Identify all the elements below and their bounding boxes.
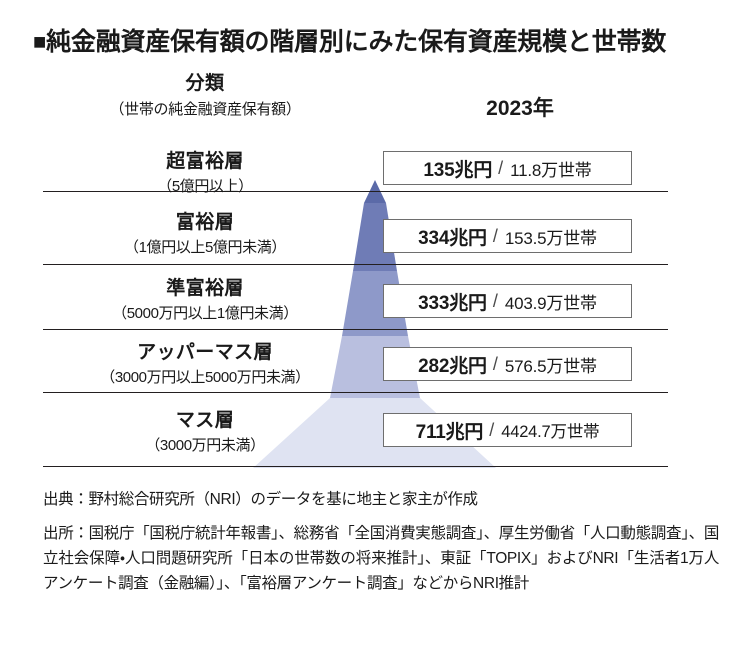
value-separator: / — [492, 353, 498, 374]
tier-name: 富裕層 — [175, 212, 235, 233]
tier-households: 153.5万世帯 — [504, 228, 597, 248]
tier-label-upper-mass: アッパーマス層 （3000万円以上5000万円未満） — [30, 337, 380, 387]
tier-label-mass: マス層 （3000万円未満） — [30, 405, 380, 455]
category-header-sublabel: （世帯の純金融資産保有額） — [109, 101, 301, 118]
tier-households: 576.5万世帯 — [504, 356, 597, 376]
tier-label-wealthy: 富裕層 （1億円以上5億円未満） — [30, 207, 380, 257]
tier-assets: 333兆円 — [418, 292, 487, 314]
value-separator: / — [492, 290, 498, 311]
category-column-header: 分類 （世帯の純金融資産保有額） — [40, 68, 370, 119]
tier-range: （5億円以上） — [157, 178, 253, 195]
footnote-source: 出典：野村総合研究所（NRI）のデータを基に地主と家主が作成 — [43, 491, 478, 508]
tier-range: （1億円以上5億円未満） — [124, 239, 286, 256]
value-separator: / — [492, 225, 498, 246]
divider-line-5 — [43, 466, 668, 467]
category-header-label: 分類 — [185, 73, 225, 94]
page-title: ■純金融資産保有額の階層別にみた保有資産規模と世帯数 — [33, 22, 666, 58]
value-box-upper-mass: 282兆円 / 576.5万世帯 — [383, 347, 632, 381]
tier-name: マス層 — [175, 410, 235, 431]
tier-range: （5000万円以上1億円未満） — [112, 305, 298, 322]
tier-assets: 711兆円 — [415, 421, 484, 443]
bullet-marker-icon: ■ — [33, 29, 47, 54]
tier-households: 11.8万世帯 — [510, 160, 592, 180]
value-box-quasi-wealthy: 333兆円 / 403.9万世帯 — [383, 284, 632, 318]
divider-line-2 — [43, 264, 668, 265]
value-separator: / — [498, 157, 504, 178]
value-box-wealthy: 334兆円 / 153.5万世帯 — [383, 219, 632, 253]
tier-name: 超富裕層 — [166, 151, 244, 172]
tier-range: （3000万円以上5000万円未満） — [100, 369, 310, 386]
year-column-header: 2023年 — [486, 97, 554, 120]
tier-name: 準富裕層 — [166, 278, 244, 299]
tier-label-quasi-wealthy: 準富裕層 （5000万円以上1億円未満） — [30, 273, 380, 323]
tier-name: アッパーマス層 — [137, 342, 273, 363]
footnote-origin: 出所：国税庁「国税庁統計年報書」、総務省「全国消費実態調査」、厚生労働省「人口動… — [43, 525, 719, 592]
value-box-mass: 711兆円 / 4424.7万世帯 — [383, 413, 632, 447]
tier-range: （3000万円未満） — [145, 437, 265, 454]
tier-households: 4424.7万世帯 — [501, 423, 600, 441]
value-separator: / — [489, 419, 495, 440]
page-title-text: 純金融資産保有額の階層別にみた保有資産規模と世帯数 — [46, 28, 667, 56]
footnotes: 出典：野村総合研究所（NRI）のデータを基に地主と家主が作成 出所：国税庁「国税… — [43, 487, 719, 596]
value-box-ultra-wealthy: 135兆円 / 11.8万世帯 — [383, 151, 632, 185]
tier-households: 403.9万世帯 — [504, 293, 597, 313]
tier-label-ultra-wealthy: 超富裕層 （5億円以上） — [30, 146, 380, 196]
wealth-pyramid-chart: 分類 （世帯の純金融資産保有額） 2023年 超富裕層 （5億円以上） 135兆… — [0, 68, 749, 468]
tier-assets: 135兆円 — [423, 159, 493, 181]
divider-line-4 — [43, 392, 668, 393]
tier-assets: 334兆円 — [418, 227, 487, 249]
divider-line-3 — [43, 329, 668, 330]
tier-assets: 282兆円 — [418, 355, 487, 377]
divider-line-1 — [43, 191, 668, 192]
